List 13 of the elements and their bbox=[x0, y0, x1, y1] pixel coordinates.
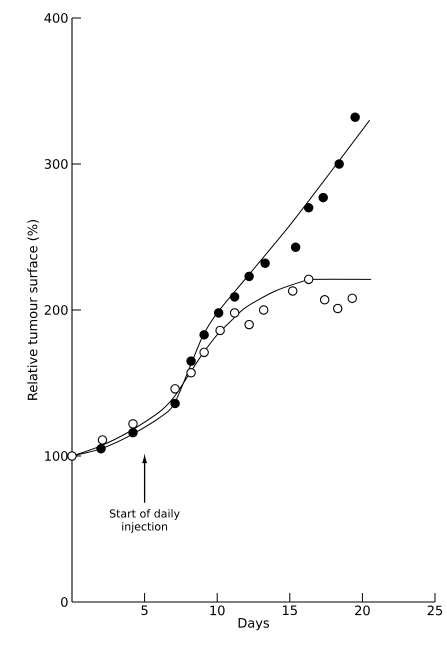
x-axis-title: Days bbox=[238, 618, 270, 630]
y-tick-label: 200 bbox=[44, 305, 68, 315]
y-tick-label: 0 bbox=[61, 597, 68, 607]
x-tick-label: 5 bbox=[141, 606, 148, 616]
y-tick-label: 400 bbox=[44, 13, 68, 23]
x-tick-label: 25 bbox=[428, 606, 442, 616]
y-tick-label: 100 bbox=[45, 451, 68, 461]
x-tick-label: 10 bbox=[210, 606, 225, 616]
y-tick-label: 300 bbox=[44, 159, 68, 169]
x-tick-label: 20 bbox=[355, 606, 370, 616]
x-tick-label: 15 bbox=[282, 606, 297, 616]
annotation: Start of daily injection bbox=[110, 509, 180, 533]
y-axis-title: Relative tumour surface (%) bbox=[27, 220, 39, 400]
